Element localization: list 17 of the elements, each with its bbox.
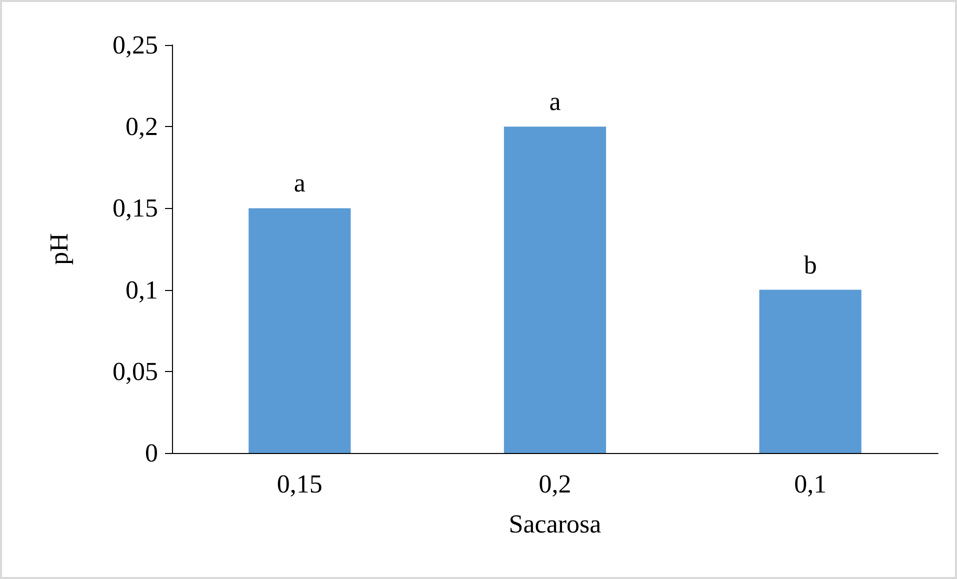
annotation: b: [804, 250, 817, 280]
x-tick-label: 0,1: [794, 470, 827, 498]
annotation: a: [294, 168, 306, 198]
y-tick-label: 0,1: [126, 275, 158, 304]
x-tick-label: 0,15: [276, 470, 322, 498]
x-axis-title: Sacarosa: [508, 510, 602, 538]
bar: [759, 290, 862, 453]
bar: [504, 126, 606, 453]
x-tick-label: 0,2: [538, 470, 572, 498]
y-axis-title: pH: [44, 232, 74, 265]
y-tick-label: 0,05: [112, 356, 158, 386]
y-tick-label: 0,2: [126, 112, 158, 142]
y-tick-label: 0,25: [112, 30, 158, 60]
bar: [248, 208, 351, 453]
y-tick-label: 0: [145, 438, 158, 468]
y-tick-label: 0,15: [112, 194, 158, 223]
annotation: a: [549, 87, 562, 116]
